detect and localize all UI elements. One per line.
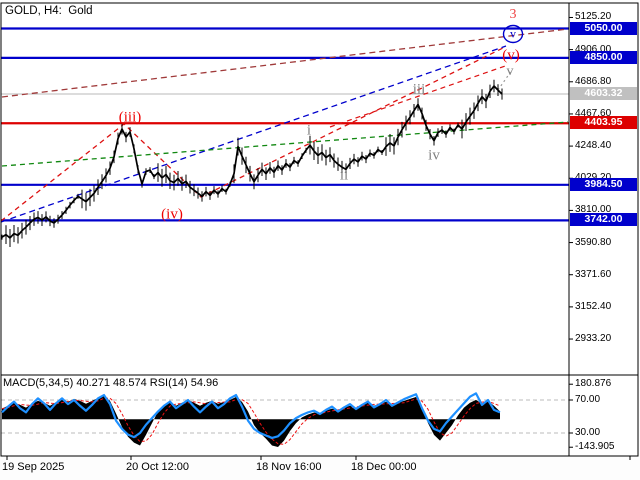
target-circle-icon [502, 24, 524, 44]
secondary-red-dashed [329, 64, 509, 128]
green-trend-dashed [1, 121, 569, 167]
longterm-darkred-dashed [1, 28, 569, 98]
plot-background [1, 3, 638, 456]
wave-projection-red-dashed [0, 47, 504, 222]
blue-trend-dashed [0, 45, 507, 223]
rsi-line [1, 392, 501, 440]
price-series-path [1, 85, 503, 239]
chart-frame [0, 2, 639, 457]
gray-dotted-projection [497, 69, 513, 91]
